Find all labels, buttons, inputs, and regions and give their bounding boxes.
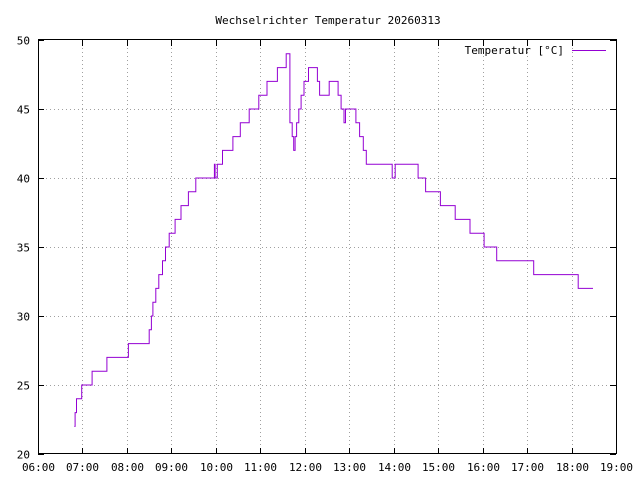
y-tick-label: 25 xyxy=(17,380,30,393)
axis-ticks xyxy=(38,40,617,455)
series-layer xyxy=(74,53,593,427)
y-tick-label: 30 xyxy=(17,311,30,324)
y-tick-label: 40 xyxy=(17,173,30,186)
x-tick-label: 12:00 xyxy=(289,461,322,474)
x-tick-label: 13:00 xyxy=(333,461,366,474)
x-tick-label: 15:00 xyxy=(422,461,455,474)
legend-label: Temperatur [°C] xyxy=(465,44,564,57)
chart-title: Wechselrichter Temperatur 20260313 xyxy=(215,14,440,27)
series-line xyxy=(74,53,593,427)
y-axis-tick-labels: 20 25 30 35 40 45 50 xyxy=(17,35,30,462)
y-tick-label: 45 xyxy=(17,104,30,117)
x-tick-label: 19:00 xyxy=(600,461,633,474)
x-tick-label: 11:00 xyxy=(244,461,277,474)
x-axis-tick-labels: 06:00 07:00 08:00 09:00 10:00 11:00 12:00 13:00… xyxy=(22,461,633,474)
x-tick-label: 06:00 xyxy=(22,461,55,474)
x-tick-label: 10:00 xyxy=(200,461,233,474)
x-tick-label: 17:00 xyxy=(511,461,544,474)
x-tick-label: 16:00 xyxy=(467,461,500,474)
x-tick-label: 08:00 xyxy=(111,461,144,474)
plot-frame xyxy=(38,39,617,454)
x-tick-label: 09:00 xyxy=(155,461,188,474)
chart-grid xyxy=(38,40,616,454)
y-tick-label: 35 xyxy=(17,242,30,255)
x-tick-label: 14:00 xyxy=(378,461,411,474)
x-tick-label: 07:00 xyxy=(66,461,99,474)
y-tick-label: 50 xyxy=(17,35,30,48)
x-tick-label: 18:00 xyxy=(556,461,589,474)
legend: Temperatur [°C] xyxy=(465,44,606,57)
y-tick-label: 20 xyxy=(17,449,30,462)
